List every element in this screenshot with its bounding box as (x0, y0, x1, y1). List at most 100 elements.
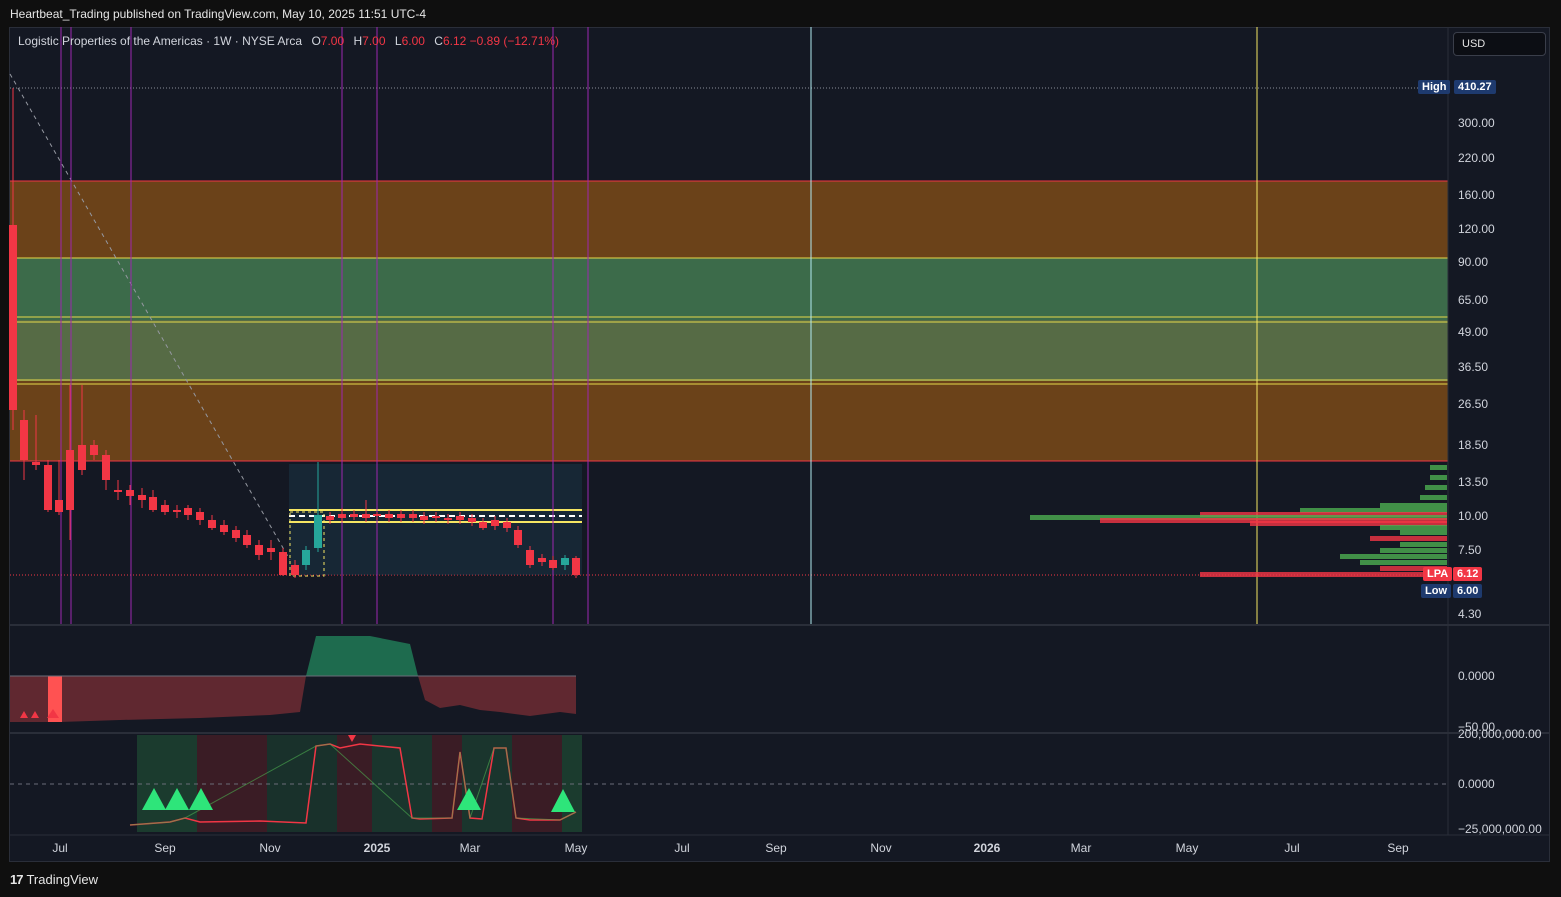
high-value: 7.00 (362, 34, 386, 48)
candle-body (479, 522, 487, 528)
candle-body (362, 514, 370, 518)
time-label: Jul (52, 841, 67, 855)
low-tag-label: Low (1421, 584, 1451, 598)
symbol-legend[interactable]: Logistic Properties of the Americas · 1W… (18, 34, 559, 48)
time-label: Jul (1284, 841, 1299, 855)
price-axis[interactable]: 300.00 220.00 160.00 120.00 90.00 65.00 … (1458, 116, 1495, 621)
candle-body (32, 462, 40, 465)
candle-body (503, 522, 511, 528)
osc2-tick: −25,000,000.00 (1458, 822, 1542, 836)
low-value: 6.00 (401, 34, 425, 48)
time-label: 2025 (364, 841, 391, 855)
volume-profile-bar (1430, 465, 1447, 470)
candle-body (102, 455, 110, 480)
time-axis[interactable]: Jul Sep Nov 2025 Mar May Jul Sep Nov 202… (52, 841, 1409, 855)
osc1-axis[interactable]: 0.0000 −50.00 (1458, 669, 1495, 734)
change-value: −0.89 (−12.71%) (469, 34, 560, 48)
close-value: 6.12 (442, 34, 467, 48)
candle-body (184, 508, 192, 515)
volume-profile-bar (1380, 566, 1447, 571)
candle-body (514, 530, 522, 545)
candle-body (138, 495, 146, 500)
high-tag-value: 410.27 (1454, 80, 1496, 94)
candle-body (561, 558, 569, 565)
osc2-axis[interactable]: 200,000,000.00 0.0000 −25,000,000.00 (1458, 727, 1542, 836)
time-label: Nov (870, 841, 891, 855)
candle-body (468, 518, 476, 522)
osc1-tick: −50.00 (1458, 720, 1495, 734)
high-tag-label: High (1418, 80, 1451, 94)
volume-profile-bar (1425, 485, 1447, 490)
osc2-up-triangle-3 (189, 788, 213, 810)
candle-body (385, 514, 393, 518)
candle-body (114, 490, 122, 492)
price-tick: 7.50 (1458, 543, 1482, 557)
currency-selector[interactable]: USD (1453, 32, 1546, 56)
trend-line-dashed[interactable] (9, 73, 291, 561)
tradingview-footer[interactable]: 17 TradingView (10, 872, 98, 887)
volume-profile-bar (1370, 536, 1447, 541)
candle-body (173, 510, 181, 512)
candle-body (161, 505, 169, 512)
candles[interactable] (9, 88, 580, 578)
publisher-line: Heartbeat_Trading published on TradingVi… (10, 7, 427, 21)
candle-body (149, 497, 157, 510)
volume-profile-bar (1360, 560, 1447, 565)
candle-body (572, 558, 580, 575)
osc2-tick: 0.0000 (1458, 777, 1495, 791)
brand-name: TradingView (26, 872, 99, 887)
price-tick: 4.30 (1458, 607, 1482, 621)
candle-body (538, 558, 546, 562)
candle-body (350, 514, 358, 517)
candle-body (20, 420, 28, 460)
candle-body (373, 514, 381, 516)
close-label: C (434, 34, 443, 48)
candle-body (338, 514, 346, 518)
candle-body (126, 490, 134, 496)
time-label: Mar (460, 841, 481, 855)
volume-profile-bar (1420, 495, 1447, 500)
last-price-tag: 6.12 (1453, 567, 1483, 581)
symbol-tag: LPA (1423, 567, 1453, 581)
volume-profile-bar (1430, 475, 1447, 480)
price-tick: 49.00 (1458, 325, 1488, 339)
time-label: 2026 (974, 841, 1001, 855)
volume-profile-bar (1400, 530, 1447, 535)
candle-body (55, 500, 63, 512)
osc1-marker-2 (31, 711, 39, 718)
candle-body (456, 516, 464, 520)
candle-body (44, 465, 52, 510)
candle-body (397, 514, 405, 518)
candle-body (90, 445, 98, 455)
candle-body (267, 548, 275, 552)
volume-profile-bar (1200, 512, 1447, 517)
osc2-up-triangle-1 (142, 788, 166, 810)
osc1-green-area (306, 636, 418, 676)
volume-profile (1030, 465, 1447, 577)
open-label: O (311, 34, 321, 48)
candle-body (291, 565, 299, 575)
breakout-box (289, 511, 325, 577)
price-tick: 90.00 (1458, 255, 1488, 269)
oscillator-2 (10, 735, 1448, 832)
price-tick: 18.50 (1458, 438, 1488, 452)
candle-body (78, 445, 86, 470)
vertical-lines (60, 27, 1258, 625)
price-tick: 300.00 (1458, 116, 1495, 130)
candle-body (255, 545, 263, 555)
candle-body (314, 515, 322, 548)
candle-body (526, 550, 534, 565)
price-tick: 10.00 (1458, 509, 1488, 523)
osc1-spike (48, 676, 62, 722)
open-value: 7.00 (320, 34, 345, 48)
candle-body (208, 520, 216, 528)
price-tick: 120.00 (1458, 222, 1495, 236)
oscillator-1 (10, 636, 576, 722)
osc2-down-marker (348, 735, 356, 742)
osc2-up-triangle-4 (457, 788, 481, 810)
candle-body (232, 530, 240, 538)
candle-body (9, 225, 17, 410)
volume-profile-bar (1300, 508, 1447, 513)
price-tick: 36.50 (1458, 360, 1488, 374)
